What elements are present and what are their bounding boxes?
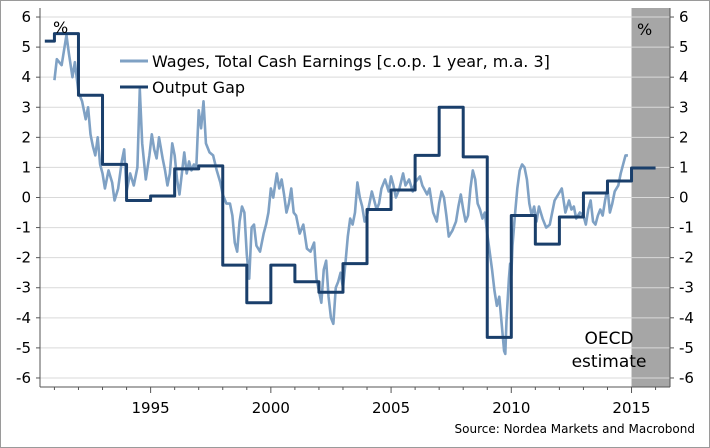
x-tick-label: 2015 [612,399,650,417]
right-unit-label: % [637,20,652,39]
y-tick-label-left: -1 [16,219,31,237]
series-layer [44,32,656,356]
y-tick-label-right: 0 [679,189,689,207]
y-tick-label-left: 1 [21,158,31,176]
x-tick-label: 1995 [132,399,170,417]
series-line-wages [53,33,628,356]
legend: Wages, Total Cash Earnings [c.o.p. 1 yea… [120,52,550,97]
y-tick-label-right: 4 [679,68,689,86]
legend-label-wages: Wages, Total Cash Earnings [c.o.p. 1 yea… [152,52,550,71]
y-tick-label-left: -5 [16,339,31,357]
y-tick-label-left: 0 [21,189,31,207]
y-tick-label-left: 4 [21,68,31,86]
y-tick-label-left: 2 [21,128,31,146]
axes-layer: 6 6 5 5 4 4 3 3 2 2 1 1 0 0 -1 -1 -2 -2 -3 -3 -4 -4 -5 -5 -6 -6 19… [16,8,694,417]
y-tick-label-left: -4 [16,309,31,327]
left-unit-label: % [53,18,68,37]
x-tick-label: 2000 [252,399,290,417]
x-tick-label: 2010 [492,399,530,417]
y-tick-label-left: 3 [21,98,31,116]
y-tick-label-right: -1 [679,219,694,237]
y-tick-label-right: -5 [679,339,694,357]
series-line-output-gap [44,32,656,339]
legend-label-output-gap: Output Gap [152,78,245,97]
x-tick-label: 2005 [372,399,410,417]
y-tick-label-left: 6 [21,8,31,26]
y-tick-label-right: -6 [679,369,694,387]
y-tick-label-left: -3 [16,279,31,297]
y-tick-label-left: -6 [16,369,31,387]
y-tick-label-right: 3 [679,98,689,116]
y-tick-label-left: 5 [21,38,31,56]
oecd-estimate-line1: OECD [584,329,633,349]
oecd-estimate-line2: estimate [572,352,647,372]
y-tick-label-right: -3 [679,279,694,297]
y-tick-label-right: 1 [679,158,689,176]
y-tick-label-left: -2 [16,249,31,267]
source-note: Source: Nordea Markets and Macrobond [455,422,696,436]
y-tick-label-right: -2 [679,249,694,267]
y-tick-label-right: 6 [679,8,689,26]
y-tick-label-right: -4 [679,309,694,327]
y-tick-label-right: 2 [679,128,689,146]
y-tick-label-right: 5 [679,38,689,56]
